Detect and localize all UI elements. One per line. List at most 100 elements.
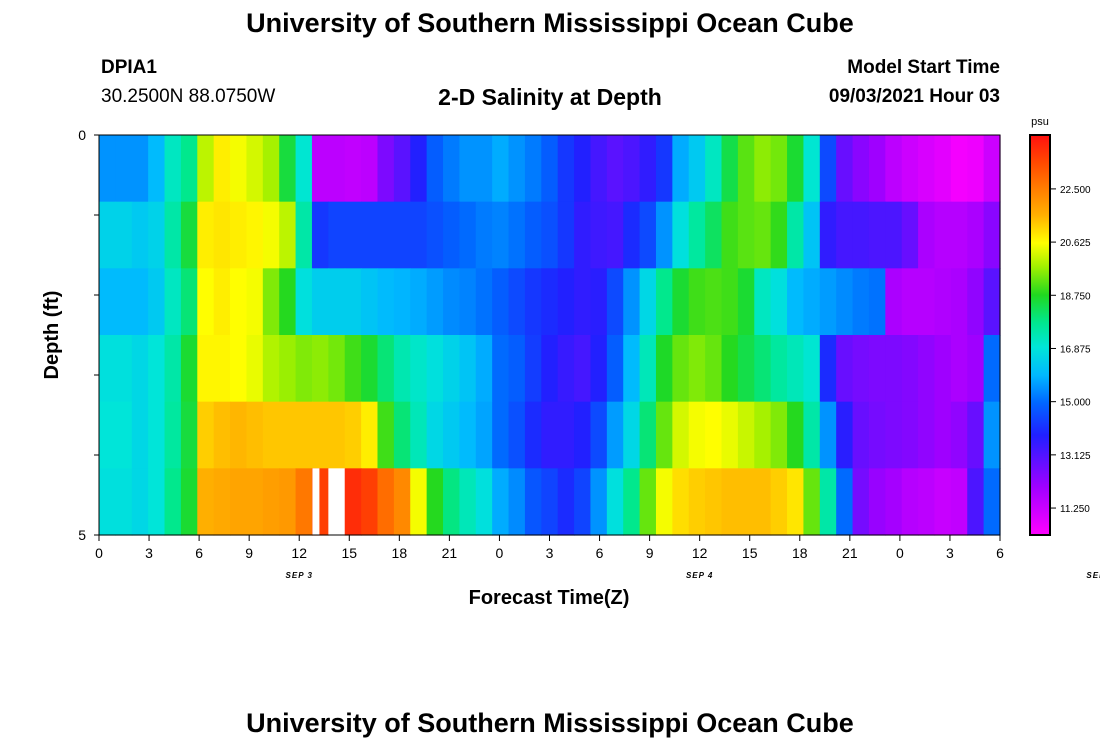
- heatmap-cell: [99, 335, 116, 403]
- colorbar: [1029, 134, 1051, 536]
- heatmap-cell: [148, 268, 166, 336]
- heatmap-cell: [361, 268, 379, 336]
- heatmap-cell: [197, 401, 215, 469]
- heatmap-cell: [180, 468, 198, 536]
- heatmap-cell: [819, 401, 837, 469]
- heatmap-cell: [164, 135, 182, 203]
- heatmap-cell: [197, 268, 215, 336]
- heatmap-cell: [934, 401, 952, 469]
- heatmap-cell: [655, 135, 673, 203]
- heatmap-cell: [311, 201, 329, 269]
- x-tick-label: 12: [692, 545, 708, 561]
- x-tick-label: 18: [792, 545, 808, 561]
- x-tick-label: 21: [842, 545, 858, 561]
- heatmap-cell: [377, 268, 395, 336]
- heatmap-cell: [819, 335, 837, 403]
- x-tick-label: 0: [95, 545, 103, 561]
- heatmap-cell: [295, 201, 313, 269]
- heatmap-cell: [655, 401, 673, 469]
- heatmap-cell: [557, 135, 575, 203]
- heatmap-cell: [672, 201, 690, 269]
- colorbar-tick-label: 22.500: [1060, 185, 1091, 196]
- heatmap-cell: [131, 468, 149, 536]
- heatmap-cell: [295, 268, 313, 336]
- heatmap-cell: [836, 335, 854, 403]
- heatmap-cell: [590, 468, 608, 536]
- model-start-label: Model Start Time: [847, 57, 1000, 78]
- heatmap-cell: [311, 401, 329, 469]
- heatmap-cell: [377, 468, 395, 536]
- heatmap-cell: [115, 468, 133, 536]
- heatmap-cell: [459, 135, 477, 203]
- heatmap-cell: [410, 135, 428, 203]
- heatmap-cell: [230, 268, 248, 336]
- heatmap-cell: [885, 268, 903, 336]
- heatmap-cell: [705, 268, 723, 336]
- x-tick-label: 15: [742, 545, 758, 561]
- heatmap-cell: [164, 201, 182, 269]
- colorbar-tick-label: 20.625: [1060, 238, 1091, 249]
- heatmap-cell: [361, 335, 379, 403]
- heatmap-cell: [443, 135, 460, 203]
- heatmap-cell: [410, 401, 428, 469]
- heatmap-cell: [590, 401, 608, 469]
- heatmap-cell: [180, 335, 198, 403]
- heatmap-cell: [426, 468, 444, 536]
- heatmap-cell: [475, 335, 493, 403]
- heatmap-cell: [901, 201, 919, 269]
- heatmap-cell: [311, 335, 329, 403]
- heatmap-cell: [918, 201, 936, 269]
- heatmap-cell: [852, 468, 870, 536]
- heatmap-cell: [131, 268, 149, 336]
- heatmap-cell: [361, 401, 379, 469]
- heatmap-cell: [230, 468, 248, 536]
- heatmap-cell: [737, 468, 755, 536]
- heatmap-cell: [279, 335, 297, 403]
- heatmap-cell: [918, 135, 936, 203]
- heatmap-cell: [393, 468, 411, 536]
- heatmap-cell: [410, 468, 428, 536]
- heatmap-cell: [328, 135, 346, 203]
- heatmap-cell: [623, 268, 641, 336]
- heatmap-cell: [426, 335, 444, 403]
- colorbar-ticks: 22.500 20.625 18.750 16.875 15.000 13.125 11.2…: [1050, 185, 1091, 515]
- heatmap-cell: [967, 401, 985, 469]
- heatmap-cell: [459, 401, 477, 469]
- heatmap-cell: [803, 335, 821, 403]
- x-tick-label: 18: [392, 545, 408, 561]
- heatmap-cell: [574, 401, 592, 469]
- colorbar-tick-label: 18.750: [1060, 291, 1091, 302]
- heatmap-cell: [639, 201, 657, 269]
- heatmap-cell: [410, 201, 428, 269]
- heatmap-cell: [770, 401, 788, 469]
- x-tick-label: 12: [291, 545, 307, 561]
- heatmap-cell: [541, 401, 559, 469]
- heatmap-cell: [967, 201, 985, 269]
- heatmap-cell: [492, 335, 510, 403]
- heatmap-cell: [443, 201, 460, 269]
- heatmap-cell: [623, 468, 641, 536]
- heatmap-cell: [344, 468, 362, 536]
- heatmap-cell: [885, 135, 903, 203]
- heatmap-cell: [639, 468, 657, 536]
- heatmap-cell: [721, 268, 739, 336]
- x-tick-label: 0: [896, 545, 904, 561]
- heatmap-cell: [328, 335, 346, 403]
- heatmap-cell: [295, 335, 313, 403]
- heatmap-cell: [868, 201, 886, 269]
- heatmap-cell: [934, 201, 952, 269]
- heatmap-cell: [426, 401, 444, 469]
- heatmap-cell: [688, 268, 706, 336]
- station-coordinates: 30.2500N 88.0750W: [101, 86, 276, 107]
- heatmap-cell: [246, 268, 264, 336]
- heatmap-cell: [803, 468, 821, 536]
- heatmap-cell: [361, 201, 379, 269]
- x-day-label: SEP 5: [1086, 571, 1100, 580]
- heatmap-cell: [950, 135, 968, 203]
- heatmap-cell: [639, 335, 657, 403]
- heatmap-cell: [377, 401, 395, 469]
- heatmap-cell: [606, 268, 624, 336]
- heatmap-cell: [721, 335, 739, 403]
- heatmap-cell: [164, 335, 182, 403]
- heatmap-cell: [262, 201, 280, 269]
